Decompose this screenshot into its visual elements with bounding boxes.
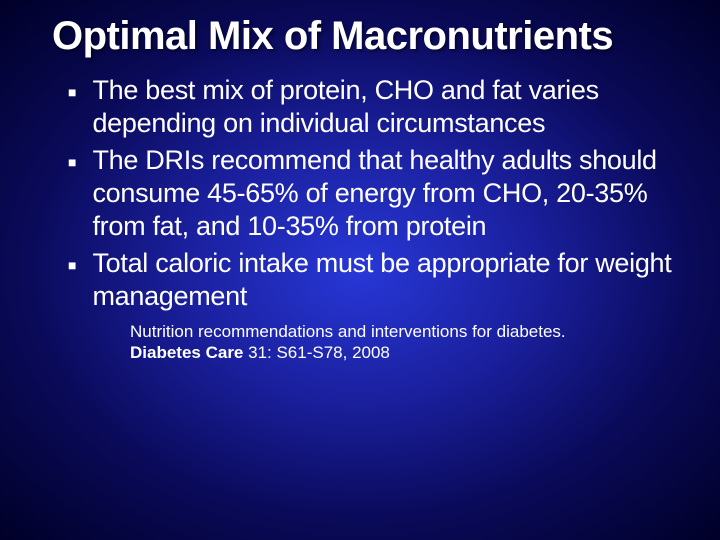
bullet-item: ■ The DRIs recommend that healthy adults… bbox=[58, 144, 690, 243]
slide-body: ■ The best mix of protein, CHO and fat v… bbox=[0, 58, 720, 313]
slide: Optimal Mix of Macronutrients ■ The best… bbox=[0, 0, 720, 540]
square-bullet-icon: ■ bbox=[68, 84, 76, 100]
citation: Nutrition recommendations and interventi… bbox=[0, 317, 720, 364]
square-bullet-icon: ■ bbox=[68, 154, 76, 170]
citation-line1: Nutrition recommendations and interventi… bbox=[130, 321, 690, 342]
citation-journal: Diabetes Care bbox=[130, 343, 243, 362]
citation-details: 31: S61-S78, 2008 bbox=[243, 343, 390, 362]
citation-line2: Diabetes Care 31: S61-S78, 2008 bbox=[130, 342, 690, 363]
bullet-text: The DRIs recommend that healthy adults s… bbox=[92, 144, 690, 243]
bullet-item: ■ Total caloric intake must be appropria… bbox=[58, 247, 690, 313]
bullet-text: Total caloric intake must be appropriate… bbox=[92, 247, 690, 313]
slide-title: Optimal Mix of Macronutrients bbox=[0, 0, 720, 58]
bullet-item: ■ The best mix of protein, CHO and fat v… bbox=[58, 74, 690, 140]
square-bullet-icon: ■ bbox=[68, 257, 76, 273]
bullet-text: The best mix of protein, CHO and fat var… bbox=[92, 74, 690, 140]
